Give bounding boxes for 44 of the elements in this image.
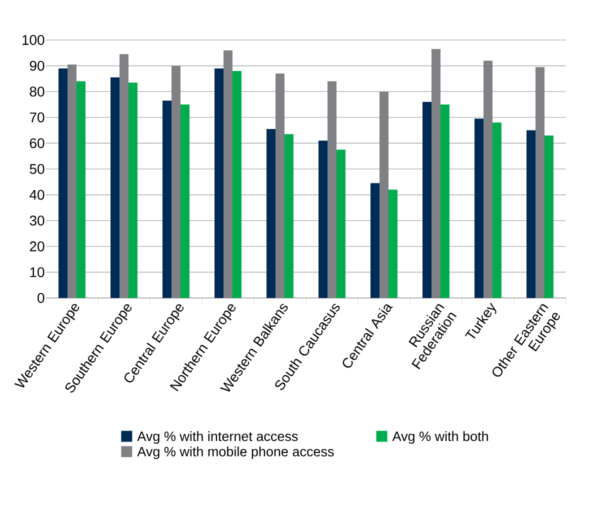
y-tick-label: 30 — [30, 216, 44, 226]
bar — [318, 140, 328, 298]
bar — [526, 130, 536, 298]
bar — [58, 68, 68, 298]
bar — [328, 81, 336, 298]
y-tick-label: 20 — [30, 241, 44, 252]
y-tick-label: 70 — [30, 112, 44, 122]
y-tick-label: 50 — [30, 164, 44, 174]
y-tick-label: 10 — [30, 267, 44, 278]
bar — [484, 60, 492, 298]
bar — [172, 66, 181, 298]
bar — [544, 135, 554, 298]
bar — [422, 102, 432, 298]
bar — [162, 100, 172, 298]
y-tick-label: 0 — [38, 293, 44, 303]
bar — [224, 50, 232, 298]
y-tick-label: 90 — [30, 60, 44, 71]
y-tick-label: 40 — [30, 190, 44, 200]
bar — [214, 68, 224, 298]
bar — [440, 104, 450, 298]
bar — [232, 70, 242, 298]
bar — [266, 129, 276, 298]
bar — [370, 183, 380, 298]
y-tick-label: 80 — [30, 86, 44, 97]
bar — [180, 104, 190, 298]
bar — [536, 67, 544, 298]
bar — [276, 74, 285, 298]
bar — [284, 134, 294, 298]
bar — [120, 54, 128, 298]
legend-label: Avg % with both — [392, 431, 488, 444]
y-tick-label: 100 — [22, 35, 44, 45]
bar — [474, 118, 484, 298]
bar — [492, 122, 502, 298]
legend-label: Avg % with mobile phone access — [137, 446, 334, 460]
bar — [110, 77, 120, 298]
bar — [432, 49, 441, 298]
bar — [380, 92, 388, 298]
bar — [128, 82, 138, 298]
bar — [336, 150, 346, 298]
bar — [76, 81, 86, 298]
bar — [68, 64, 77, 298]
bar — [388, 190, 398, 298]
y-tick-label: 60 — [30, 138, 44, 148]
legend-label: Avg % with internet access — [137, 431, 298, 444]
